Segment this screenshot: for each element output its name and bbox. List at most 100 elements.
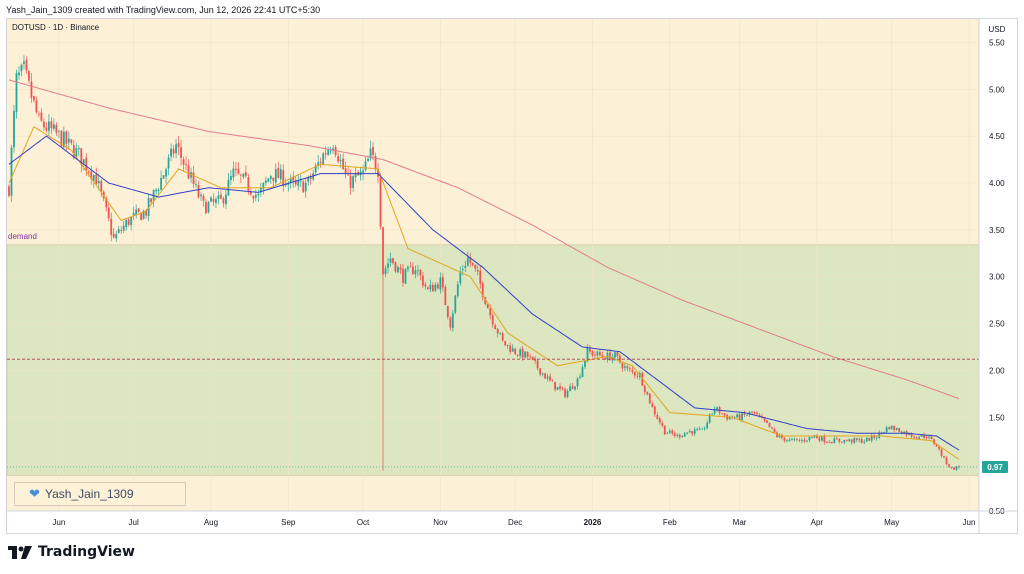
candle-body bbox=[362, 170, 364, 173]
candle-body bbox=[354, 173, 357, 178]
candle-body bbox=[875, 437, 878, 439]
candle-body bbox=[581, 367, 584, 378]
candle-body bbox=[803, 439, 806, 442]
candle-body bbox=[23, 61, 25, 64]
candle-body bbox=[57, 130, 60, 132]
candle-body bbox=[621, 363, 624, 369]
candle-body bbox=[631, 370, 634, 372]
watermark-text: Yash_Jain_1309 bbox=[45, 487, 134, 501]
candle-body bbox=[15, 73, 18, 112]
price-tick-label: 3.50 bbox=[989, 226, 1005, 235]
candle-body bbox=[820, 436, 823, 441]
candle-body bbox=[344, 168, 347, 174]
candle-body bbox=[698, 428, 701, 430]
candle-body bbox=[117, 229, 120, 233]
candle-body bbox=[885, 427, 888, 433]
candle-body bbox=[918, 436, 921, 439]
chart-credit: Yash_Jain_1309 created with TradingView.… bbox=[6, 5, 321, 15]
candle-body bbox=[192, 172, 195, 184]
candle-body bbox=[559, 386, 561, 389]
candle-body bbox=[70, 139, 73, 144]
currency-label: USD bbox=[989, 25, 1006, 34]
candle-body bbox=[122, 225, 125, 231]
candle-body bbox=[771, 427, 773, 429]
candle-body bbox=[534, 358, 537, 361]
candle-body bbox=[382, 227, 384, 275]
time-tick-label: Nov bbox=[433, 518, 447, 527]
candle-body bbox=[349, 175, 352, 189]
candle-body bbox=[798, 439, 801, 441]
candle-body bbox=[913, 436, 916, 438]
time-tick-label: Mar bbox=[733, 518, 747, 527]
candle-body bbox=[656, 414, 659, 419]
candle-body bbox=[319, 161, 322, 163]
candle-body bbox=[145, 210, 148, 216]
price-chart[interactable]: demand 0.97 5.50 5.00 4.50 4.00 3.50 3.00 2.50… bbox=[6, 18, 1018, 534]
candle-body bbox=[938, 446, 940, 449]
candle-body bbox=[329, 150, 332, 152]
candle-body bbox=[237, 168, 240, 174]
candle-body bbox=[791, 439, 793, 440]
candle-body bbox=[304, 182, 307, 192]
candle-body bbox=[786, 440, 788, 442]
price-tick-label: 2.50 bbox=[989, 320, 1005, 329]
candle-body bbox=[112, 233, 115, 238]
candle-body bbox=[586, 347, 589, 362]
candle-body bbox=[45, 127, 48, 131]
brand-footer[interactable]: TradingView bbox=[8, 544, 135, 560]
candle-body bbox=[668, 430, 671, 433]
candle-body bbox=[708, 414, 711, 423]
candle-body bbox=[601, 355, 604, 358]
candle-body bbox=[763, 417, 766, 421]
candle-body bbox=[80, 148, 83, 165]
candle-body bbox=[516, 354, 519, 356]
candle-body bbox=[100, 181, 103, 192]
candle-body bbox=[35, 100, 38, 113]
candle-body bbox=[721, 413, 724, 415]
candle-body bbox=[82, 159, 85, 164]
price-tick-label: 5.00 bbox=[989, 85, 1005, 94]
demand-zone bbox=[6, 244, 980, 476]
candle-body bbox=[701, 428, 704, 430]
candle-body bbox=[242, 173, 245, 178]
candle-body bbox=[352, 176, 354, 188]
candle-body bbox=[412, 266, 414, 275]
candle-body bbox=[339, 160, 342, 162]
candle-body bbox=[72, 144, 75, 158]
candle-body bbox=[614, 352, 616, 358]
candle-body bbox=[509, 345, 512, 352]
candle-body bbox=[364, 161, 367, 170]
candle-body bbox=[332, 148, 335, 151]
candle-body bbox=[367, 158, 369, 162]
candle-body bbox=[923, 434, 925, 438]
candle-body bbox=[244, 172, 247, 176]
candle-body bbox=[185, 164, 187, 165]
candle-body bbox=[279, 169, 282, 180]
candle-body bbox=[571, 386, 574, 389]
price-tick-label: 1.50 bbox=[989, 413, 1005, 422]
candle-body bbox=[97, 180, 100, 184]
price-tick-label: 3.00 bbox=[989, 273, 1005, 282]
candle-body bbox=[47, 121, 50, 131]
candle-body bbox=[643, 385, 646, 392]
time-tick-label: Dec bbox=[508, 518, 522, 527]
candle-body bbox=[835, 438, 838, 440]
candle-body bbox=[284, 184, 287, 186]
candle-body bbox=[429, 284, 432, 290]
candle-body bbox=[322, 153, 325, 164]
candle-body bbox=[459, 271, 462, 284]
candle-body bbox=[40, 112, 43, 121]
last-price-label: 0.97 bbox=[987, 463, 1003, 472]
candle-body bbox=[469, 257, 472, 263]
candle-body bbox=[626, 366, 629, 369]
candle-body bbox=[110, 218, 113, 235]
candle-body bbox=[175, 144, 177, 154]
candle-body bbox=[292, 176, 295, 181]
candle-body bbox=[264, 180, 267, 183]
candle-body bbox=[132, 212, 135, 216]
candle-body bbox=[888, 427, 891, 430]
candle-body bbox=[249, 191, 252, 195]
candle-body bbox=[536, 360, 539, 369]
candle-body bbox=[262, 182, 265, 190]
candle-body bbox=[187, 165, 190, 179]
